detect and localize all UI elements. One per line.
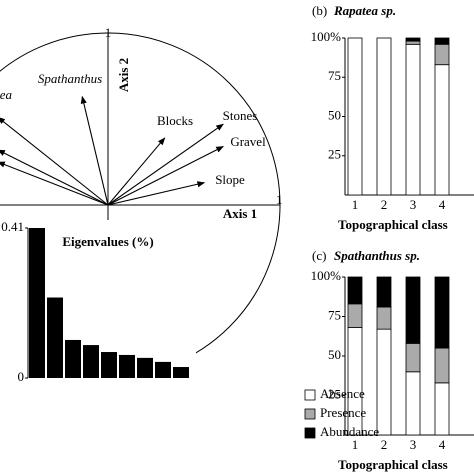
bar-segment xyxy=(434,347,450,384)
bar-segment xyxy=(405,371,421,436)
y-tick-label: 100% xyxy=(311,29,342,44)
bar-segment xyxy=(376,37,392,196)
bar-segment xyxy=(434,382,450,436)
panel-label: (b) xyxy=(312,3,327,18)
panel-label: (c) xyxy=(312,248,326,263)
panel-title: Spathanthus sp. xyxy=(334,248,420,263)
y-tick-label: 25 xyxy=(328,147,341,162)
x-tick-label: 4 xyxy=(439,197,446,212)
bar-segment xyxy=(434,37,450,45)
x-tick-label: 1 xyxy=(352,197,359,212)
vector-label: Blocks xyxy=(157,113,193,128)
vector-label: Gravel xyxy=(230,134,266,149)
x-tick-label: 2 xyxy=(381,197,388,212)
bar-segment xyxy=(376,306,392,330)
bar xyxy=(29,228,45,378)
bar xyxy=(119,354,135,378)
x-axis-label: Topographical class xyxy=(338,217,448,232)
legend-swatch xyxy=(304,408,316,420)
x-tick-label: 3 xyxy=(410,197,417,212)
bar xyxy=(47,297,63,378)
x-tick-label: 4 xyxy=(439,437,446,452)
legend-swatch xyxy=(304,427,316,439)
y-tick-label: 1 xyxy=(105,25,112,40)
bar-segment xyxy=(347,303,363,328)
bar-segment xyxy=(347,37,363,196)
bar-segment xyxy=(434,276,450,349)
y-tick-label: 50 xyxy=(328,347,341,362)
bar-segment xyxy=(434,64,450,196)
y-tick-label: 100% xyxy=(311,268,342,283)
x-tick-label: 3 xyxy=(410,437,417,452)
loading-arrow xyxy=(107,123,224,206)
loading-arrow xyxy=(0,149,109,206)
loading-arrow xyxy=(107,146,224,206)
panel-title: Rapatea sp. xyxy=(333,3,396,18)
y-tick-label: 75 xyxy=(328,68,341,83)
loading-arrow xyxy=(80,95,109,206)
bar-segment xyxy=(347,276,363,305)
y-tick-label: 50 xyxy=(328,107,341,122)
bar-segment xyxy=(405,43,421,196)
bar-segment xyxy=(376,328,392,436)
loading-arrow xyxy=(0,116,109,206)
vector-label: Rapatea xyxy=(0,87,12,102)
bar xyxy=(65,339,81,378)
bar-segment xyxy=(434,43,450,66)
bar-segment xyxy=(405,276,421,344)
y-tick-label: 0.41 xyxy=(1,219,24,234)
y-tick-label: 25 xyxy=(328,386,341,401)
x-tick-label: 1 xyxy=(352,437,359,452)
legend-label: Abundance xyxy=(320,424,379,439)
legend-label: Absence xyxy=(320,386,365,401)
legend-swatch xyxy=(304,389,316,401)
bar xyxy=(155,361,171,378)
bar-segment xyxy=(405,40,421,45)
bar xyxy=(83,345,99,378)
bar xyxy=(101,352,117,378)
x-axis-label: Axis 1 xyxy=(223,206,257,221)
inset-title: Eigenvalues (%) xyxy=(62,234,153,249)
bar xyxy=(137,357,153,378)
y-axis-label: Axis 2 xyxy=(116,58,131,92)
vector-label: Spathanthus xyxy=(38,71,102,86)
loading-arrow xyxy=(107,181,206,206)
bar xyxy=(173,367,189,378)
x-axis-label: Topographical class xyxy=(338,457,448,472)
vector-label: Slope xyxy=(215,172,245,187)
y-tick-label: 0 xyxy=(18,369,25,384)
loading-arrow xyxy=(107,137,166,206)
x-tick-label: 2 xyxy=(381,437,388,452)
bar-segment xyxy=(405,342,421,373)
bar-segment xyxy=(376,276,392,308)
y-tick-label: 75 xyxy=(328,307,341,322)
x-tick-label: 1 xyxy=(276,192,283,207)
legend-label: Presence xyxy=(320,405,366,420)
bar-segment xyxy=(405,37,421,42)
loading-arrow xyxy=(0,161,109,206)
vector-label: Stones xyxy=(223,108,258,123)
